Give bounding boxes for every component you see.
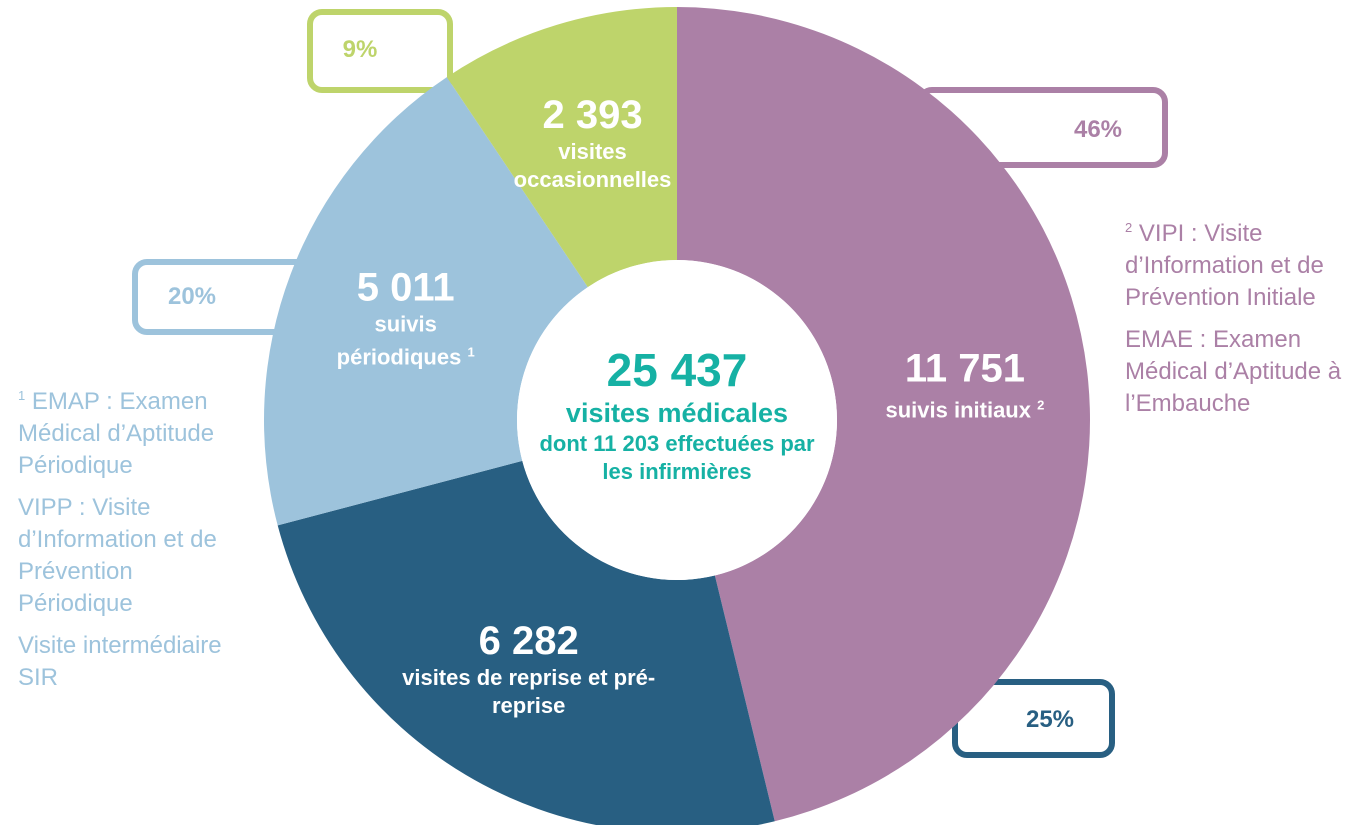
segment-category: visites de reprise et pré-reprise — [379, 664, 679, 720]
donut-segment — [277, 460, 775, 825]
segment-category: suivis périodiques 1 — [311, 310, 501, 371]
note-ref: 2 — [1125, 220, 1133, 235]
note: VIPP : Visite d’Information et de Préven… — [18, 492, 253, 620]
notes-left: 1 EMAP : Examen Médical d’Aptitude Pério… — [18, 380, 253, 704]
note-text: VIPI : Visite d’Information et de Préven… — [1125, 220, 1324, 311]
segment-label: 2 393 visites occasionnelles — [443, 92, 743, 194]
percent-label: 46% — [1073, 116, 1123, 143]
total: 25 437 — [606, 344, 748, 396]
note: EMAE : Examen Médical d’Aptitude à l’Emb… — [1125, 324, 1360, 420]
donut-segment — [264, 77, 588, 526]
category-text: visites occasionnelles — [513, 138, 672, 192]
center-line: visites médicales — [565, 398, 789, 428]
percent-label: 20% — [167, 283, 217, 310]
percent-label: 9% — [342, 36, 378, 63]
footnote-ref: 1 — [467, 343, 475, 359]
segment-value: 6 282 — [478, 619, 579, 664]
segment-value: 11 751 — [904, 346, 1025, 391]
category-text: visites de reprise et pré-reprise — [402, 665, 656, 719]
category-text: suivis initiaux — [885, 398, 1031, 424]
segment-value: 2 393 — [542, 92, 643, 137]
segment-value: 5 011 — [356, 264, 455, 309]
note-text: Visite intermédiaire SIR — [18, 632, 222, 691]
segment-category: suivis initiaux 2 — [870, 392, 1060, 425]
note: 2 VIPI : Visite d’Information et de Prév… — [1125, 212, 1360, 314]
note: 1 EMAP : Examen Médical d’Aptitude Pério… — [18, 380, 253, 482]
percent-box — [307, 9, 453, 93]
donut-hole — [517, 260, 837, 580]
note-ref: 1 — [18, 388, 26, 403]
notes-right: 2 VIPI : Visite d’Information et de Prév… — [1125, 212, 1360, 430]
center-line: dont 11 203 effectuées par les infirmièr… — [539, 431, 815, 484]
note-text: EMAE : Examen Médical d’Aptitude à l’Emb… — [1125, 326, 1342, 417]
segment-label: 5 011 suivis périodiques 1 — [256, 264, 556, 371]
segment-label: 11 751 suivis initiaux 2 — [815, 346, 1115, 425]
donut-segment — [677, 7, 1090, 822]
category-text: suivis périodiques — [336, 310, 462, 370]
segment-category: visites occasionnelles — [498, 138, 688, 194]
footnote-ref: 2 — [1037, 397, 1045, 413]
donut-segment — [446, 7, 677, 288]
segment-label: 6 282 visites de reprise et pré-reprise — [379, 618, 679, 720]
note-text: VIPP : Visite d’Information et de Préven… — [18, 494, 217, 617]
center-label: 25 437 visites médicales dont 11 203 eff… — [527, 344, 827, 486]
note: Visite intermédiaire SIR — [18, 630, 253, 694]
note-text: EMAP : Examen Médical d’Aptitude Périodi… — [18, 388, 215, 479]
percent-label: 25% — [1025, 706, 1075, 733]
